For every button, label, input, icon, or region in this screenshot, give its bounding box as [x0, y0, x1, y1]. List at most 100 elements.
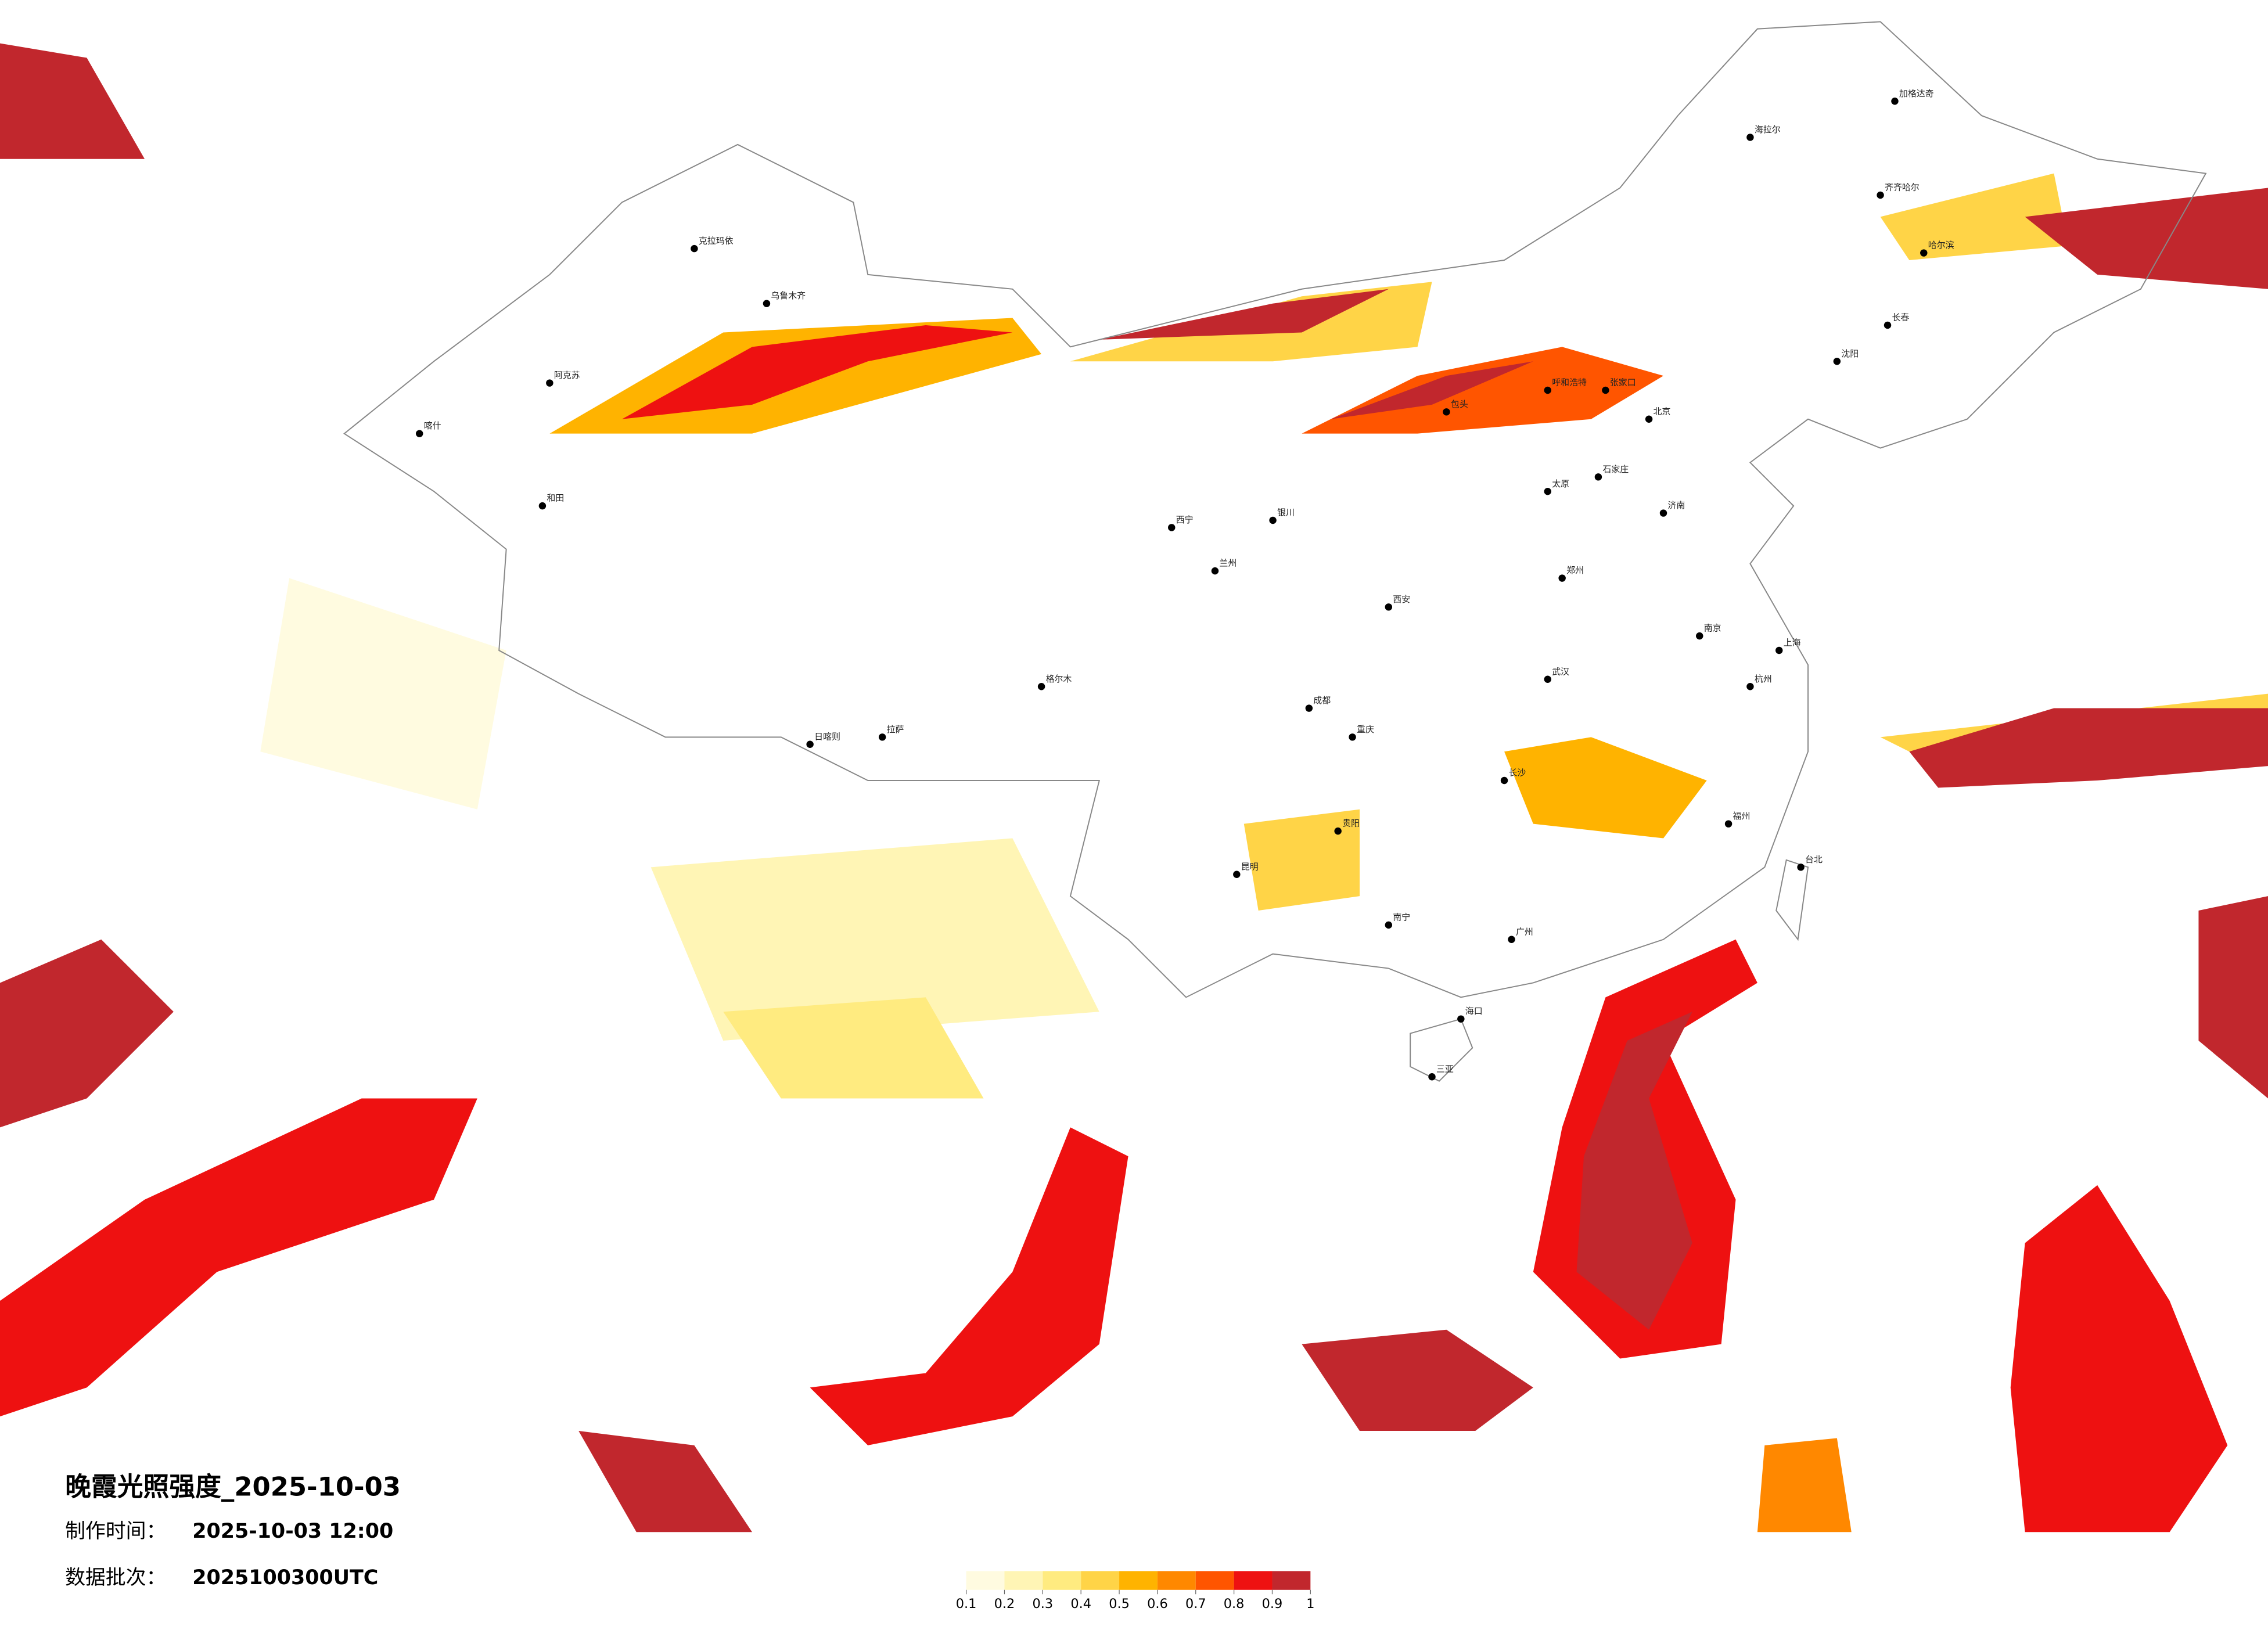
city-dot — [1334, 827, 1342, 835]
legend-swatch — [1004, 1571, 1043, 1590]
city-dot — [1746, 683, 1754, 690]
city-dot — [1659, 509, 1667, 517]
city-label: 克拉玛依 — [699, 236, 734, 246]
city-dot — [1594, 473, 1602, 481]
city-dot — [1645, 415, 1653, 423]
city-dot — [415, 430, 423, 437]
legend-swatch — [1234, 1571, 1273, 1590]
city-label: 长春 — [1892, 312, 1909, 323]
city-dot — [1558, 574, 1566, 582]
legend-tick-label: 0.1 — [956, 1596, 977, 1611]
city-dot — [1168, 524, 1176, 531]
intensity-area — [1576, 1012, 1692, 1330]
intensity-area — [1757, 1438, 1852, 1533]
city-label: 石家庄 — [1602, 464, 1629, 474]
intensity-area — [2025, 188, 2268, 289]
city-dot — [763, 300, 771, 307]
city-label: 重庆 — [1357, 724, 1374, 735]
city-label: 三亚 — [1436, 1064, 1454, 1074]
legend-tick-label: 0.8 — [1224, 1596, 1245, 1611]
city-label: 日喀则 — [814, 731, 840, 742]
city-label: 北京 — [1654, 406, 1671, 416]
legend-tick-label: 0.6 — [1147, 1596, 1168, 1611]
city-dot — [1877, 191, 1884, 199]
city-dot — [546, 379, 553, 387]
intensity-area — [1909, 708, 2268, 788]
city-dot — [1508, 936, 1515, 943]
city-dot — [1428, 1073, 1436, 1081]
intensity-area — [723, 997, 984, 1099]
legend-tick-label: 1 — [1306, 1596, 1314, 1611]
intensity-area — [260, 578, 506, 810]
city-dot — [1884, 321, 1892, 329]
legend-swatch — [1195, 1571, 1234, 1590]
city-label: 哈尔滨 — [1928, 240, 1954, 250]
city-dot — [878, 733, 886, 741]
legend-swatch — [1119, 1571, 1158, 1590]
city-dot — [691, 244, 698, 253]
made-time: 2025-10-03 12:00 — [192, 1520, 393, 1543]
legend-tick-label: 0.9 — [1262, 1596, 1283, 1611]
legend-swatch — [1157, 1571, 1196, 1590]
intensity-area — [1880, 173, 2069, 260]
city-label: 加格达奇 — [1899, 88, 1934, 99]
city-dot — [1233, 870, 1241, 878]
intensity-area — [1099, 289, 1389, 340]
batch: 2025100300UTC — [192, 1566, 378, 1589]
title: 晚霞光照强度_2025-10-03 — [65, 1472, 401, 1502]
city-dot — [1544, 386, 1551, 394]
city-label: 济南 — [1667, 500, 1685, 510]
legend-swatch — [1043, 1571, 1081, 1590]
intensity-area — [578, 1431, 753, 1533]
city-label: 阿克苏 — [554, 370, 580, 380]
legend-swatch — [1081, 1571, 1120, 1590]
city-label: 呼和浩特 — [1552, 377, 1587, 388]
city-dot — [1443, 408, 1450, 416]
city-dot — [1544, 488, 1551, 495]
city-label: 乌鲁木齐 — [771, 290, 806, 301]
city-label: 南京 — [1704, 623, 1721, 634]
intensity-area — [1504, 737, 1707, 839]
city-dot — [1037, 683, 1045, 690]
city-label: 西安 — [1393, 594, 1410, 605]
city-label: 张家口 — [1610, 377, 1636, 388]
city-label: 长沙 — [1509, 768, 1526, 778]
legend-tick-label: 0.2 — [994, 1596, 1015, 1611]
city-label: 昆明 — [1241, 861, 1259, 872]
intensity-area — [0, 939, 174, 1128]
city-label: 银川 — [1277, 508, 1295, 518]
city-label: 喀什 — [424, 420, 441, 431]
intensity-area — [0, 43, 145, 159]
city-dot — [1775, 646, 1783, 654]
city-label: 齐齐哈尔 — [1885, 182, 1920, 193]
legend: 0.1 0.2 0.3 0.4 0.5 0.6 0.7 0.8 0.9 1 — [956, 1571, 1314, 1611]
intensity-area — [2010, 1185, 2228, 1533]
intensity-area — [2198, 896, 2268, 1099]
city-dot — [1696, 632, 1703, 640]
country-outline — [343, 21, 2207, 998]
city-label: 武汉 — [1552, 666, 1569, 677]
city-dot — [1797, 864, 1805, 871]
intensity-area — [621, 325, 1013, 419]
city-dot — [538, 502, 547, 510]
city-dot — [1457, 1015, 1465, 1023]
city-label: 福州 — [1733, 811, 1751, 821]
city-label: 和田 — [547, 493, 564, 503]
city-label: 贵阳 — [1342, 818, 1360, 829]
intensity-area — [1243, 809, 1360, 911]
intensity-area — [650, 838, 1099, 1041]
city-label: 沈阳 — [1841, 348, 1859, 359]
city-label: 包头 — [1451, 399, 1468, 409]
city-label: 海拉尔 — [1755, 124, 1781, 135]
batch-label: 数据批次： — [65, 1566, 166, 1589]
city-label: 台北 — [1805, 854, 1823, 865]
city-dot — [1920, 249, 1928, 257]
legend-tick-label: 0.7 — [1185, 1596, 1206, 1611]
city-dot — [1269, 516, 1277, 524]
legend-tick-label: 0.3 — [1033, 1596, 1054, 1611]
city-label: 拉萨 — [887, 724, 904, 735]
intensity-field — [0, 43, 2268, 1533]
